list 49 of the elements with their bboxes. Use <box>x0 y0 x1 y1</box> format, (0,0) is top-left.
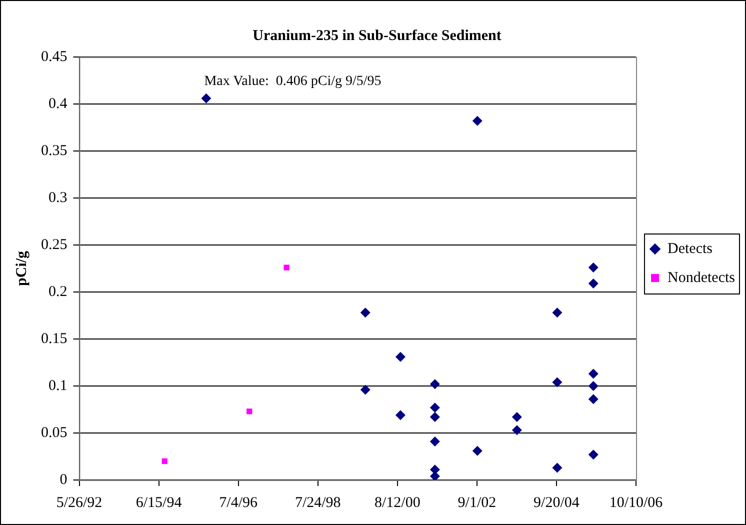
y-tick-label: 0.05 <box>41 424 68 441</box>
y-tick-label: 0.1 <box>48 378 68 394</box>
point <box>588 262 598 273</box>
x-tick-label: 7/24/98 <box>294 494 341 511</box>
point <box>162 458 168 464</box>
point <box>430 402 440 413</box>
y-tick-label: 0 <box>60 472 68 488</box>
point <box>430 379 440 390</box>
chart-title: Uranium-235 in Sub-Surface Sediment <box>252 28 502 44</box>
y-tick-label: 0.2 <box>48 284 68 300</box>
point <box>360 384 370 395</box>
legend-label: Detects <box>668 240 713 257</box>
y-tick-label: 0.4 <box>48 96 68 112</box>
y-tick-label: 0.15 <box>41 330 68 347</box>
point <box>360 308 370 318</box>
point <box>552 308 562 318</box>
point <box>588 394 598 404</box>
y-tick-label: 0.25 <box>41 236 68 253</box>
point <box>430 471 440 480</box>
point <box>588 368 598 379</box>
point <box>430 412 440 422</box>
point <box>512 425 522 436</box>
point <box>395 352 406 362</box>
point <box>395 410 406 420</box>
y-tick-label: 0.35 <box>41 142 68 159</box>
y-tick-label: 0.45 <box>41 48 68 65</box>
point <box>552 462 562 473</box>
point <box>588 381 598 391</box>
y-tick-label: 0.3 <box>48 190 68 206</box>
x-tick-label: 10/10/06 <box>609 494 664 511</box>
point <box>552 377 562 388</box>
point <box>588 278 598 289</box>
annotation: Max Value: 0.406 pCi/g 9/5/95 <box>204 74 382 90</box>
point <box>588 450 598 460</box>
y-axis-title: pCi/g <box>14 250 30 286</box>
x-tick-label: 9/20/04 <box>534 494 580 511</box>
point <box>284 264 290 270</box>
x-tick-label: 6/15/94 <box>136 494 182 511</box>
x-tick-label: 8/12/00 <box>374 494 420 511</box>
point <box>472 116 482 126</box>
legend-label: Nondetects <box>668 270 736 286</box>
x-tick-label: 7/4/96 <box>219 494 258 511</box>
x-tick-label: 5/26/92 <box>56 494 102 511</box>
point <box>430 436 440 446</box>
point <box>246 408 252 414</box>
point <box>512 412 522 422</box>
point <box>201 93 212 104</box>
point <box>472 446 482 456</box>
x-tick-label: 9/1/02 <box>458 494 496 511</box>
